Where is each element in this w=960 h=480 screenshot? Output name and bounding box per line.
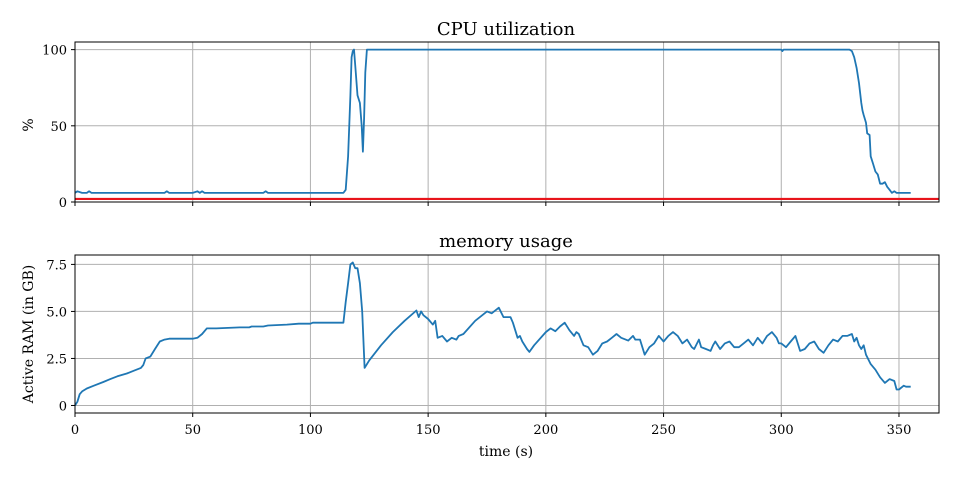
cpu-axes-frame (74, 41, 940, 203)
cpu-y-axis-label: % (21, 118, 37, 131)
memory-x-tick-label: 350 (887, 423, 912, 438)
memory-y-tick-label: 2.5 (46, 352, 67, 367)
memory-ticks: 0 50 100 150 200 250 300 350 0 2.5 5.0 7.5 (46, 258, 911, 438)
memory-chart-title: memory usage (439, 231, 573, 252)
memory-x-tick-label: 150 (416, 423, 441, 438)
memory-x-tick-label: 250 (651, 423, 676, 438)
memory-series-group (74, 261, 911, 406)
memory-y-tick-label: 0 (59, 399, 67, 414)
memory-y-axis-label: Active RAM (in GB) (21, 265, 37, 404)
memory-x-tick-label: 100 (298, 423, 323, 438)
memory-x-tick-label: 200 (533, 423, 558, 438)
memory-x-axis-label: time (s) (479, 444, 533, 460)
cpu-grid (74, 42, 939, 203)
cpu-y-tick-label: 100 (42, 44, 67, 59)
cpu-series-line (74, 48, 911, 194)
memory-x-tick-label: 0 (71, 423, 79, 438)
cpu-ticks: 0 50 100 (42, 44, 900, 211)
cpu-y-tick-label: 0 (59, 196, 67, 211)
memory-x-tick-label: 50 (184, 423, 201, 438)
cpu-y-tick-label: 50 (50, 120, 67, 135)
memory-grid (74, 255, 939, 413)
cpu-series-group (74, 48, 939, 201)
memory-y-tick-label: 5.0 (46, 305, 67, 320)
cpu-chart-title: CPU utilization (437, 19, 576, 40)
cpu-subplot: CPU utilization % 0 50 100 (21, 19, 940, 211)
memory-axes-frame (74, 254, 940, 414)
memory-subplot: memory usage Active RAM (in GB) time (s)… (21, 231, 940, 460)
memory-series-line (74, 261, 911, 406)
memory-y-tick-label: 7.5 (46, 258, 67, 273)
memory-x-tick-label: 300 (769, 423, 794, 438)
